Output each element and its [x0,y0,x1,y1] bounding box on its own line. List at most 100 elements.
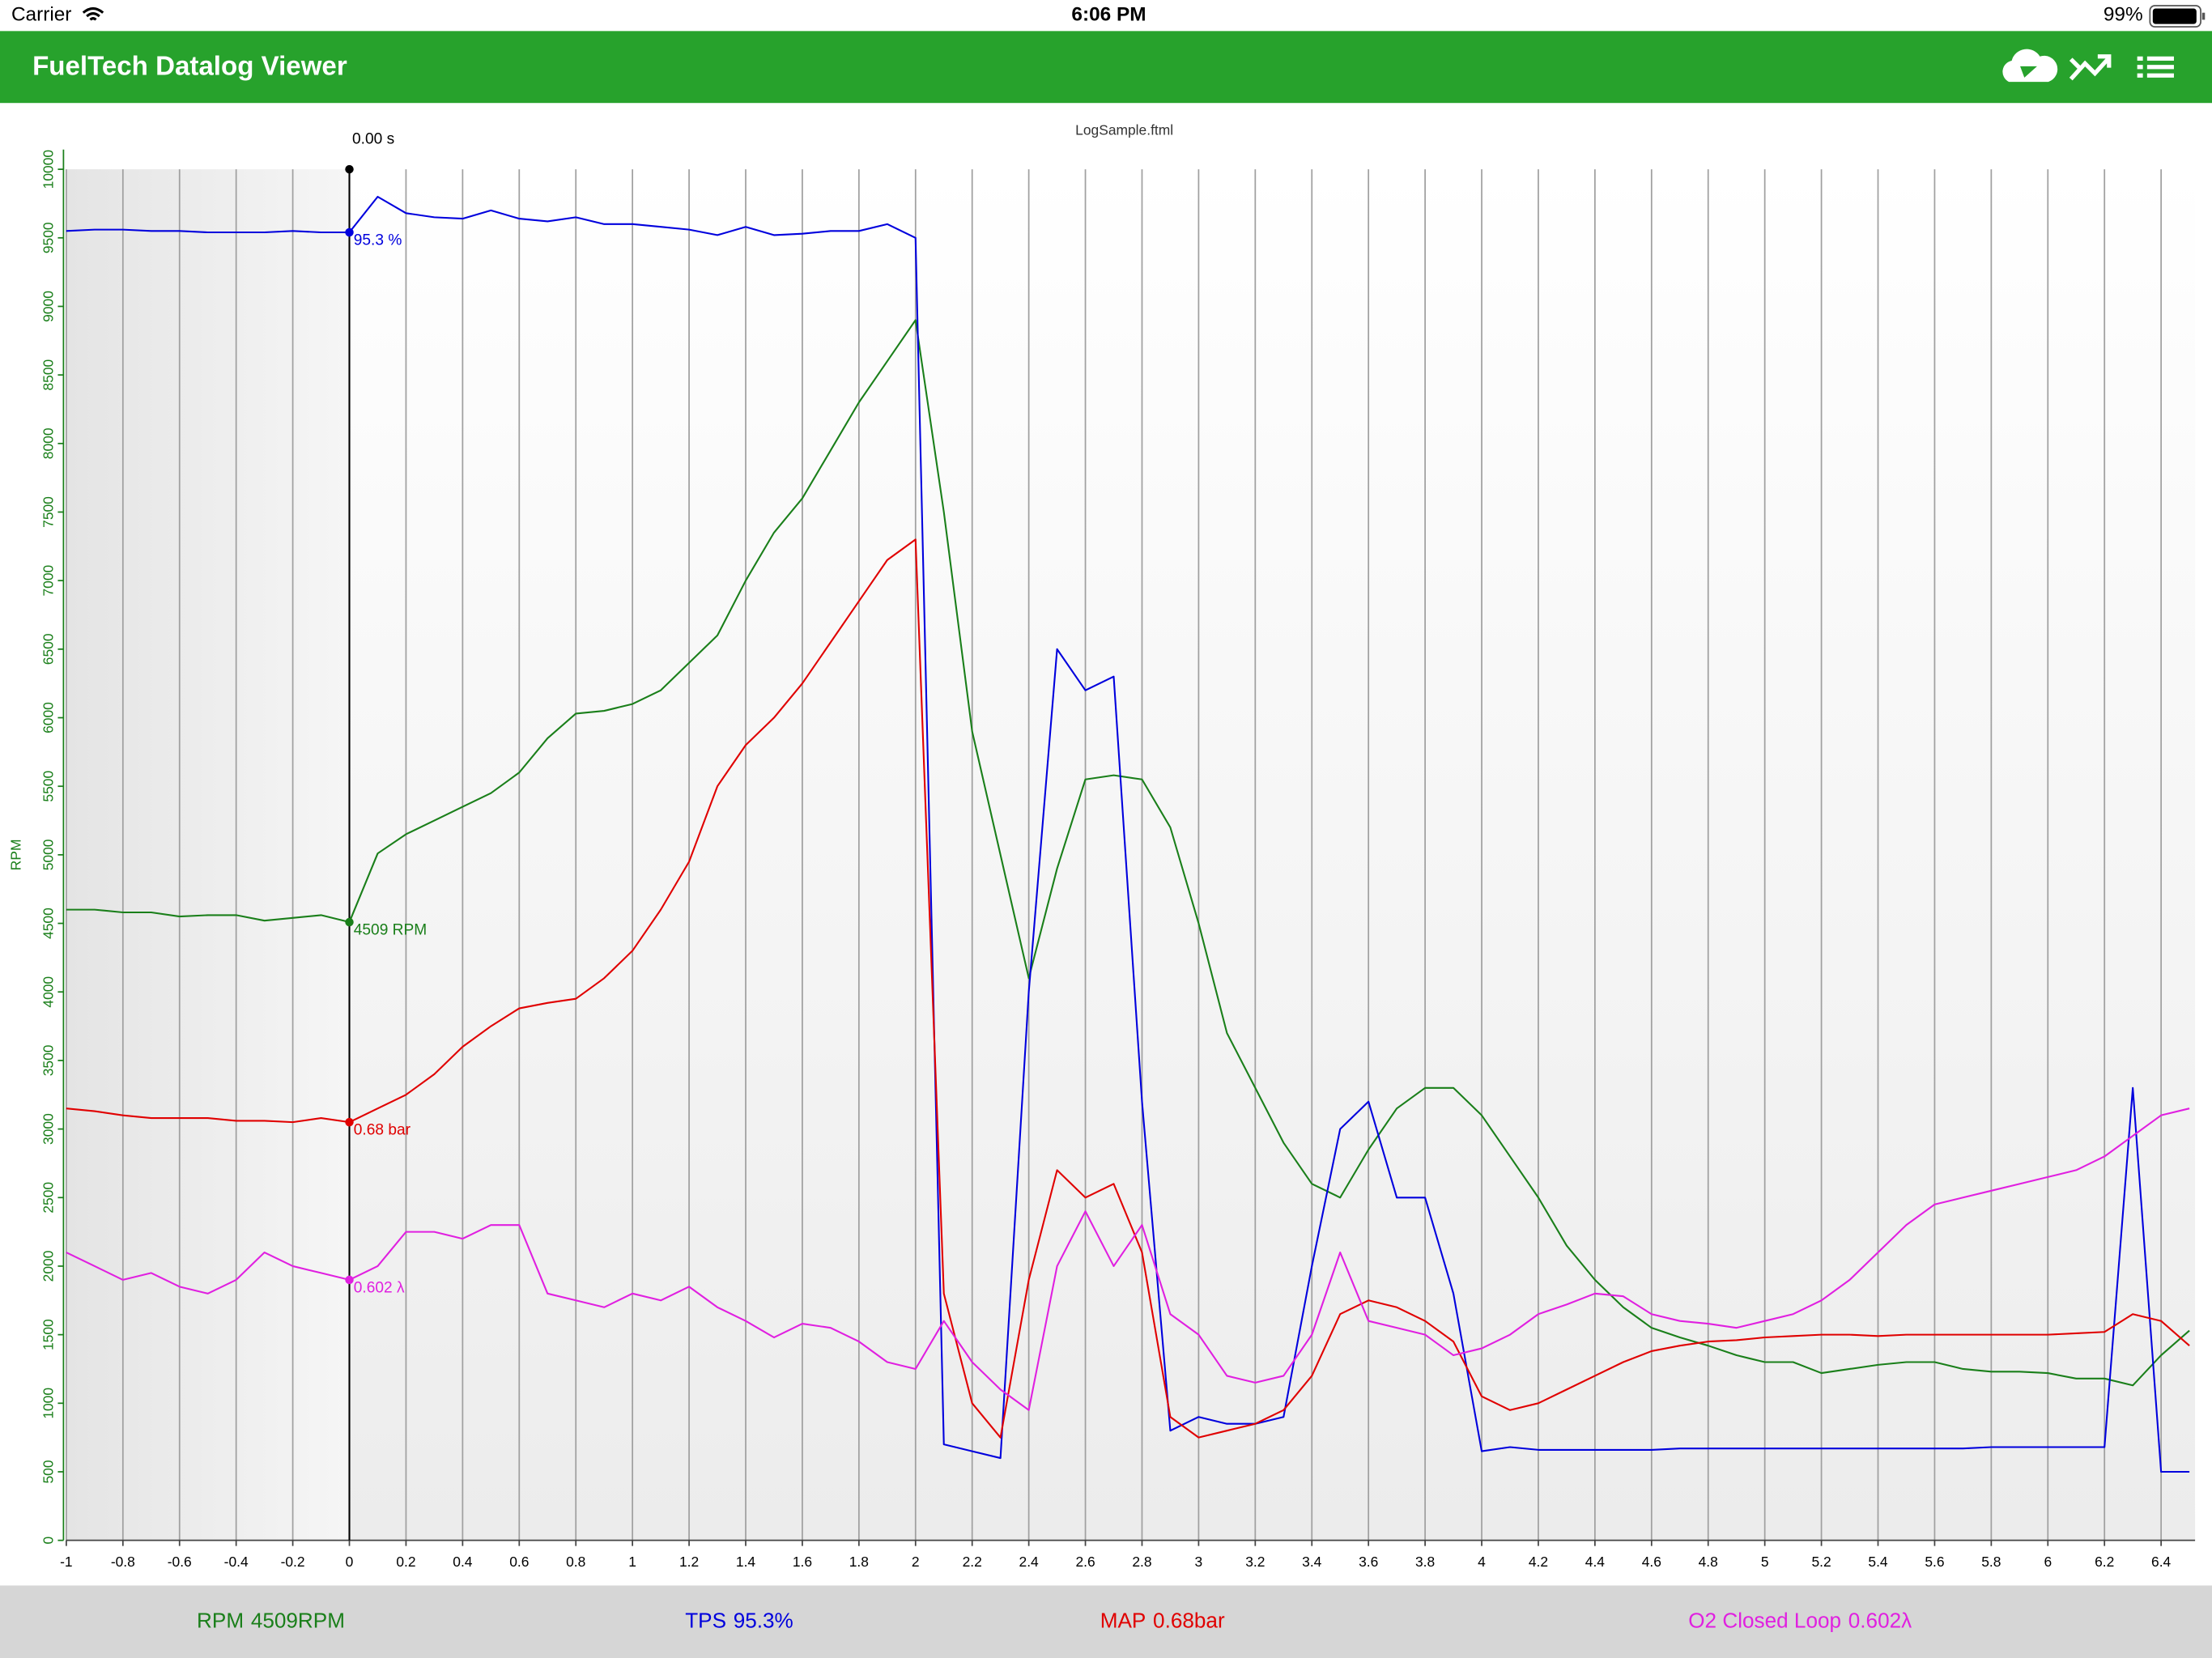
y-axis-label: RPM [8,840,24,871]
y-tick-label: 3000 [40,1113,57,1145]
legend-readout: 0.68bar [1153,1609,1225,1633]
app-title: FuelTech Datalog Viewer [32,51,347,81]
y-tick-label: 4000 [40,976,57,1008]
pre-cursor-shade [66,169,350,1541]
plot: LogSample.ftml -1 -0.8 -0.6 -0.4 -0.2 0 0.2 0.4 0… [8,122,2196,1570]
x-tick-label: 5.4 [1868,1554,1888,1570]
cursor-dot [345,227,354,237]
x-tick-label: 1.6 [793,1554,812,1570]
y-tick-label: 0 [40,1537,57,1545]
cursor-time: 0.00 s [352,131,394,148]
y-tick-label: 1500 [40,1319,57,1350]
x-tick-label: 3 [1195,1554,1203,1570]
app-bar [0,31,2212,104]
x-tick-label: -0.4 [224,1554,249,1570]
x-tick-label: 3.4 [1302,1554,1322,1570]
x-tick-label: 3.2 [1245,1554,1265,1570]
x-tick-label: 0.4 [453,1554,473,1570]
y-tick-label: 1000 [40,1388,57,1419]
x-tick-label: 0 [346,1554,354,1570]
x-tick-label: 0.8 [566,1554,585,1570]
x-tick-label: 3.8 [1415,1554,1435,1570]
x-tick-label: 4.4 [1585,1554,1606,1570]
y-tick-label: 6500 [40,633,57,665]
x-tick-label: 0.6 [509,1554,529,1570]
y-tick-label: 5500 [40,771,57,802]
x-tick-label: 1 [628,1554,636,1570]
y-tick-label: 5000 [40,840,57,871]
x-tick-label: 6.4 [2151,1554,2172,1570]
x-tick-label: -0.2 [281,1554,305,1570]
clock: 6:06 PM [1071,4,1146,26]
legend-name: TPS [685,1609,726,1633]
x-tick-label: 2.4 [1019,1554,1040,1570]
cursor-handle [345,164,354,174]
y-tick-label: 7500 [40,496,57,528]
menu-button[interactable] [2137,56,2174,78]
x-tick-label: 4.8 [1699,1554,1718,1570]
x-tick-label: 2.2 [963,1554,982,1570]
cursor-value: 0.602 λ [354,1279,405,1296]
y-tick-label: 9000 [40,291,57,322]
series-line [66,319,2190,1387]
cursor-dot [345,917,354,927]
cursor-dot [345,1117,354,1127]
series-line [66,195,2190,1473]
legend-name: MAP [1100,1609,1146,1633]
x-tick-label: 0.2 [396,1554,415,1570]
battery-fill [2152,8,2197,24]
x-tick-label: 6 [2044,1554,2052,1570]
y-tick-label: 8500 [40,359,57,391]
x-tick-label: 1.2 [679,1554,699,1570]
chart-button[interactable] [2069,54,2112,81]
battery-tip [2201,12,2206,20]
legend-name: O2 Closed Loop [1688,1609,1841,1633]
legend-entry: RPM 4509RPM [197,1609,345,1633]
x-tick-label: 4.6 [1642,1554,1661,1570]
legend-entry: O2 Closed Loop 0.602λ [1688,1609,1912,1633]
x-tick-label: 5.8 [1981,1554,2001,1570]
battery-icon [2149,5,2201,28]
legend-entry: TPS 95.3% [685,1609,793,1633]
x-tick-label: 6.2 [2095,1554,2114,1570]
x-tick-label: 3.6 [1359,1554,1378,1570]
legend-readout: 95.3% [734,1609,793,1633]
x-tick-label: 5 [1761,1554,1769,1570]
series-line [66,538,2190,1439]
cursor-value: 4509 RPM [354,922,428,939]
x-tick-label: 2.8 [1132,1554,1151,1570]
carrier: Carrier [11,4,71,26]
y-tick-label: 8000 [40,427,57,459]
y-tick-label: 500 [40,1460,57,1483]
x-tick-label: 5.6 [1925,1554,1944,1570]
download-button[interactable] [2002,49,2058,83]
plot-background [66,169,2196,1541]
y-tick-label: 3500 [40,1045,57,1077]
legend-readout: 0.602λ [1848,1609,1912,1633]
chart-title: LogSample.ftml [1075,122,1173,138]
wifi-icon [82,6,104,21]
y-tick-label: 9500 [40,222,57,253]
y-tick-label: 7000 [40,565,57,597]
x-tick-label: 2 [912,1554,920,1570]
y-tick-label: 2500 [40,1182,57,1214]
x-tick-label: 2.6 [1075,1554,1095,1570]
legend-readout: 4509RPM [251,1609,345,1633]
cursor-dot [345,1275,354,1285]
x-tick-label: 4.2 [1529,1554,1548,1570]
cursor-value: 0.68 bar [354,1122,411,1139]
battery-level: 99% [2104,4,2143,26]
legend-entry: MAP 0.68bar [1100,1609,1225,1633]
x-tick-label: 1.4 [736,1554,756,1570]
series-line [66,1107,2190,1411]
y-tick-label: 4500 [40,908,57,939]
x-tick-label: -1 [60,1554,72,1570]
y-tick-label: 6000 [40,702,57,733]
y-tick-label: 10000 [40,150,57,189]
cursor-value: 95.3 % [354,232,402,249]
legend-name: RPM [197,1609,244,1633]
x-tick-label: 5.2 [1811,1554,1831,1570]
x-tick-label: -0.6 [168,1554,192,1570]
